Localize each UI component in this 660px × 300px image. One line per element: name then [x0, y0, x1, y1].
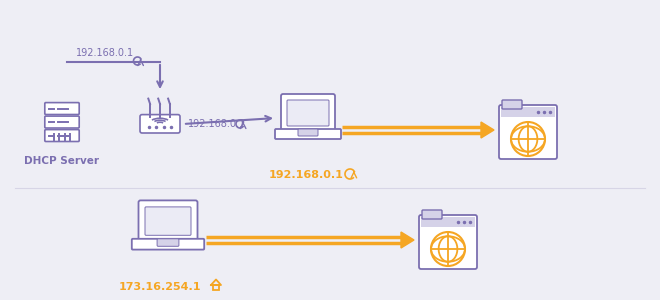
Text: 192.168.0.1: 192.168.0.1 — [269, 170, 343, 180]
Text: DHCP Server: DHCP Server — [24, 156, 100, 166]
FancyBboxPatch shape — [132, 239, 204, 250]
Circle shape — [511, 122, 545, 156]
FancyBboxPatch shape — [140, 115, 180, 133]
Text: 192.168.0.1: 192.168.0.1 — [77, 48, 135, 58]
FancyBboxPatch shape — [145, 207, 191, 235]
Bar — [501, 107, 555, 117]
FancyBboxPatch shape — [45, 116, 79, 128]
Polygon shape — [401, 232, 414, 248]
Circle shape — [431, 232, 465, 266]
FancyBboxPatch shape — [287, 100, 329, 126]
FancyBboxPatch shape — [298, 129, 318, 136]
FancyBboxPatch shape — [45, 103, 79, 115]
Bar — [213, 285, 219, 290]
Text: 173.16.254.1: 173.16.254.1 — [119, 282, 201, 292]
FancyBboxPatch shape — [45, 130, 79, 142]
FancyBboxPatch shape — [157, 239, 179, 246]
FancyBboxPatch shape — [502, 100, 522, 109]
FancyBboxPatch shape — [422, 210, 442, 219]
Text: 192.168.0.1: 192.168.0.1 — [188, 119, 246, 129]
Polygon shape — [481, 122, 494, 138]
FancyBboxPatch shape — [419, 215, 477, 269]
FancyBboxPatch shape — [281, 94, 335, 132]
Bar — [421, 217, 475, 227]
FancyBboxPatch shape — [275, 129, 341, 139]
FancyBboxPatch shape — [139, 200, 197, 242]
FancyBboxPatch shape — [499, 105, 557, 159]
